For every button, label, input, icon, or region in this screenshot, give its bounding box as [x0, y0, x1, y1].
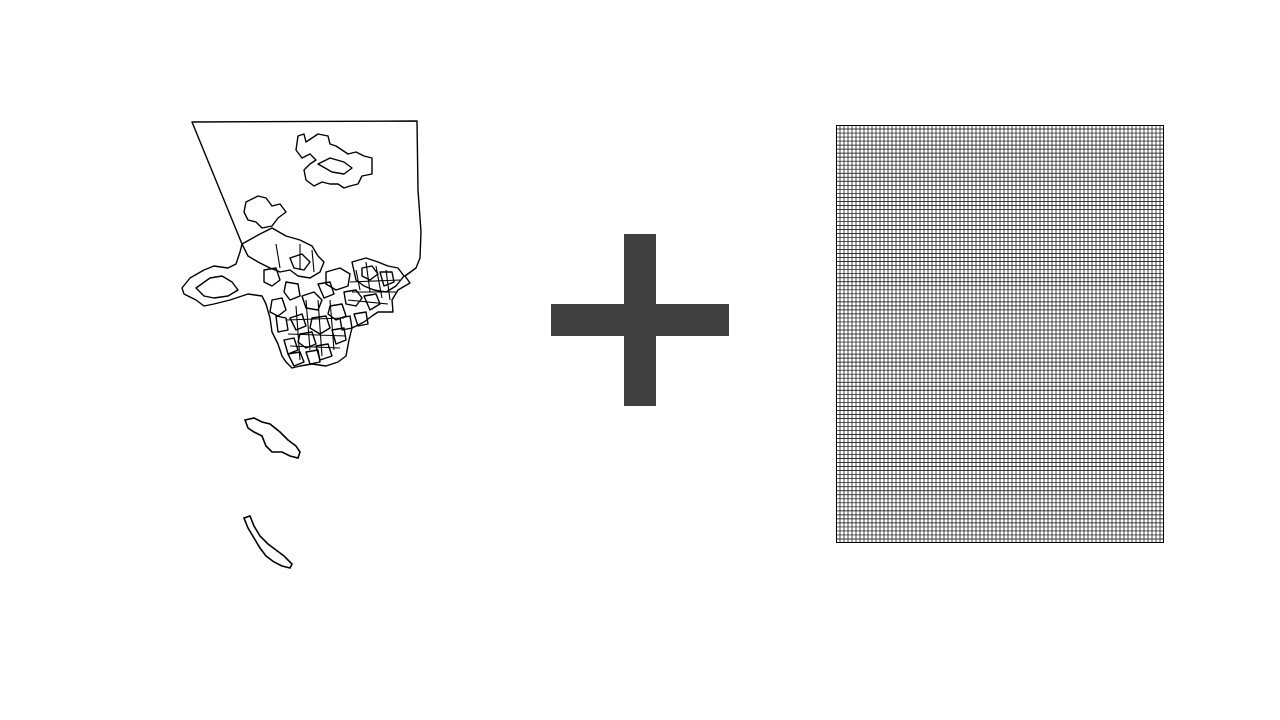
plus-horizontal-bar — [551, 304, 729, 336]
plus-icon — [551, 234, 729, 406]
grid-lines — [836, 125, 1164, 543]
san-clemente-island — [242, 515, 293, 569]
fishnet-grid-icon — [836, 125, 1164, 543]
grid-border — [836, 125, 1164, 543]
foothill-city — [243, 195, 287, 229]
county-outline — [181, 120, 422, 369]
catalina-island — [243, 417, 301, 459]
northern-enclave — [295, 133, 373, 189]
